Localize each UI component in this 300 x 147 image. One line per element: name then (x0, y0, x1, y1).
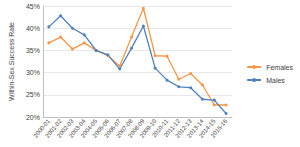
svg-text:2012-13: 2012-13 (174, 118, 193, 139)
svg-text:2001-02: 2001-02 (44, 118, 63, 139)
svg-text:2015-16: 2015-16 (210, 118, 229, 139)
svg-text:2000-01: 2000-01 (32, 118, 52, 139)
svg-text:30%: 30% (26, 69, 40, 76)
svg-text:Females: Females (266, 64, 293, 71)
svg-text:2013-14: 2013-14 (186, 118, 205, 139)
svg-text:2010-11: 2010-11 (150, 118, 170, 139)
svg-text:2007-08: 2007-08 (115, 118, 134, 139)
svg-text:2009-10: 2009-10 (138, 118, 158, 139)
svg-text:2005-06: 2005-06 (91, 118, 111, 139)
svg-text:2003-04: 2003-04 (67, 118, 87, 139)
svg-text:20%: 20% (26, 114, 40, 121)
svg-text:2011-12: 2011-12 (162, 118, 182, 139)
svg-text:2002-03: 2002-03 (56, 118, 75, 139)
svg-text:40%: 40% (26, 25, 40, 32)
svg-text:35%: 35% (26, 47, 40, 54)
svg-text:2008-09: 2008-09 (126, 118, 146, 139)
svg-text:2006-07: 2006-07 (103, 118, 122, 139)
svg-text:2014-15: 2014-15 (197, 118, 217, 139)
svg-text:Within-Sex Success Rate: Within-Sex Success Rate (8, 22, 15, 101)
svg-text:25%: 25% (26, 91, 40, 98)
svg-text:Males: Males (266, 77, 285, 84)
svg-text:45%: 45% (26, 3, 40, 10)
svg-text:2004-05: 2004-05 (79, 118, 99, 139)
